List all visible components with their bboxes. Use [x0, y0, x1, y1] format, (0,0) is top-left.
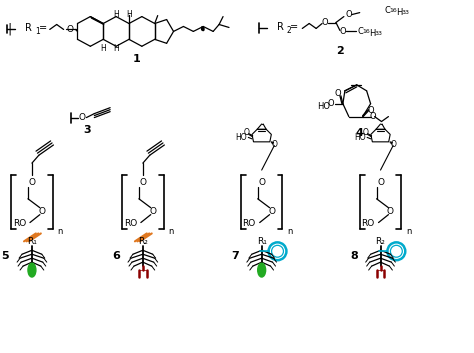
- Text: RO: RO: [124, 219, 137, 228]
- Text: H: H: [126, 10, 132, 19]
- Text: n: n: [58, 227, 63, 236]
- Text: O: O: [66, 25, 73, 34]
- Text: O: O: [38, 207, 46, 216]
- Text: |: |: [7, 23, 11, 36]
- Ellipse shape: [258, 263, 265, 277]
- Text: H: H: [370, 29, 376, 38]
- Text: R₂: R₂: [375, 237, 385, 246]
- Text: O: O: [139, 178, 146, 187]
- Text: RO: RO: [13, 219, 26, 228]
- Text: 16: 16: [363, 29, 371, 34]
- Text: O: O: [390, 139, 396, 149]
- Text: O: O: [79, 113, 86, 122]
- Text: 4: 4: [356, 128, 364, 138]
- Text: HO: HO: [235, 133, 247, 142]
- Text: 16: 16: [390, 8, 397, 13]
- Text: O: O: [367, 106, 374, 115]
- Text: 1: 1: [133, 54, 141, 64]
- Text: O: O: [272, 139, 277, 149]
- Text: HO: HO: [317, 102, 330, 111]
- Text: n: n: [406, 227, 411, 236]
- Text: O: O: [322, 18, 328, 27]
- Text: R₁: R₁: [257, 237, 266, 246]
- Text: RO: RO: [243, 219, 256, 228]
- Text: H: H: [113, 10, 119, 19]
- Text: O: O: [377, 178, 384, 187]
- Text: O: O: [335, 89, 341, 98]
- Text: C: C: [384, 6, 391, 15]
- Text: n: n: [169, 227, 174, 236]
- Text: 33: 33: [401, 10, 410, 15]
- Text: O: O: [387, 207, 394, 216]
- Text: O: O: [339, 27, 346, 36]
- Text: 7: 7: [231, 251, 239, 261]
- Text: 33: 33: [374, 31, 383, 36]
- Text: R₁: R₁: [27, 237, 37, 246]
- Text: =: =: [290, 23, 299, 32]
- Text: C: C: [358, 27, 364, 36]
- Text: O: O: [149, 207, 156, 216]
- Text: O: O: [346, 10, 352, 19]
- Text: R: R: [25, 23, 32, 34]
- Text: 6: 6: [112, 251, 120, 261]
- Text: =: =: [39, 23, 47, 34]
- Text: H: H: [396, 8, 403, 17]
- Text: R₂: R₂: [138, 237, 148, 246]
- Text: O: O: [258, 178, 265, 187]
- Ellipse shape: [28, 263, 36, 277]
- Text: O: O: [244, 128, 250, 137]
- Text: O: O: [28, 178, 36, 187]
- Text: O: O: [328, 99, 334, 108]
- Text: O: O: [363, 128, 369, 137]
- Text: 8: 8: [350, 251, 358, 261]
- Text: 3: 3: [83, 125, 91, 136]
- Text: H: H: [113, 44, 119, 53]
- Text: 2: 2: [286, 26, 291, 35]
- Text: R: R: [276, 23, 283, 32]
- Text: 2: 2: [336, 46, 344, 56]
- Text: RO: RO: [361, 219, 374, 228]
- Text: O: O: [369, 112, 376, 121]
- Text: 5: 5: [1, 251, 9, 261]
- Text: HO: HO: [354, 133, 365, 142]
- Text: H: H: [100, 44, 106, 53]
- Text: n: n: [287, 227, 293, 236]
- Text: O: O: [268, 207, 275, 216]
- Text: 1: 1: [35, 27, 40, 36]
